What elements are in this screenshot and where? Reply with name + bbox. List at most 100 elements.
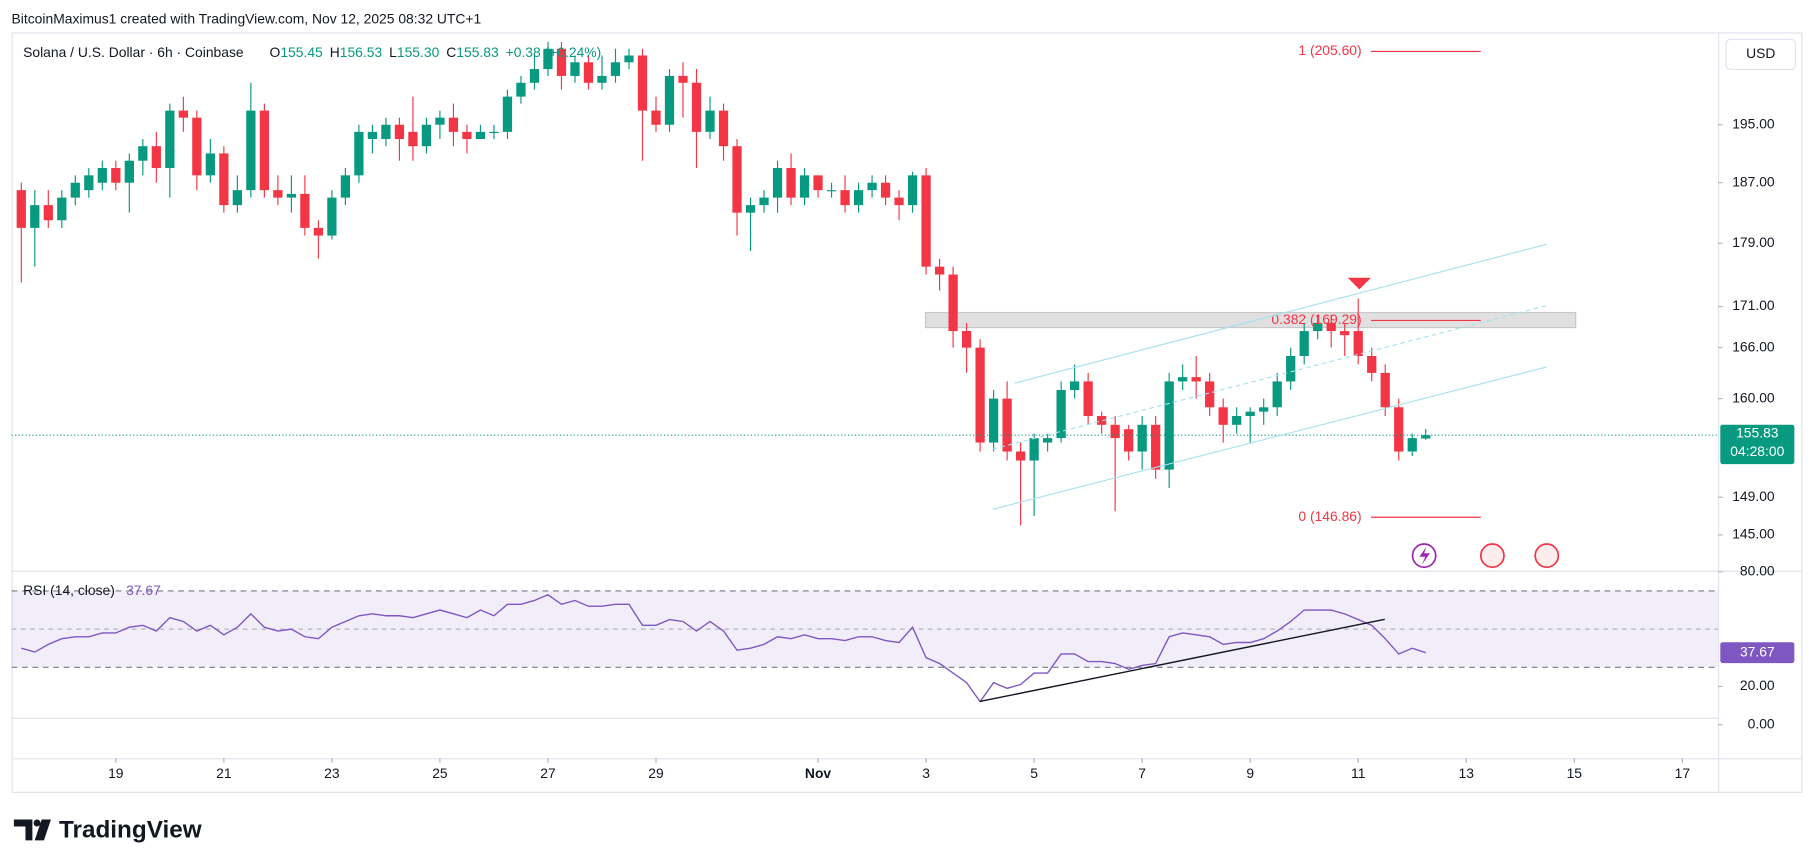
y-tick-label: 80.00 [1740,562,1775,578]
fib-label: 1 (205.60) [1298,42,1361,58]
candle-body [300,193,310,228]
rsi-title: RSI (14, close) [23,582,115,598]
candle-body [529,69,540,83]
candle-body [246,110,256,191]
candle-body [637,55,648,111]
resistance-zone [924,311,1577,329]
candle-body [583,62,594,83]
candle-body [975,347,985,443]
candle-body [313,227,324,236]
candle-body [894,197,904,206]
candle-body [1326,322,1336,332]
candle-body [813,175,823,191]
event-icon[interactable] [1479,543,1505,569]
candle-body [1218,407,1228,425]
x-tick-label: 11 [1351,765,1366,781]
candle-body [799,175,810,198]
x-tick-label: 5 [1030,765,1038,781]
candle-body [43,205,53,221]
candle-body [1313,322,1323,332]
candle-body [1164,381,1174,470]
candle-body [84,175,94,191]
attribution: BitcoinMaximus1 created with TradingView… [12,10,482,26]
x-tick-label: 27 [540,765,556,781]
candle-body [178,110,188,118]
candle-body [1367,356,1377,373]
fib-label: 0 (146.86) [1298,508,1361,524]
candle-body [502,96,513,132]
fib-label: 0.382 (169.29) [1271,311,1361,327]
candle-body [421,124,432,147]
candle-body [1205,381,1215,408]
y-tick-label: 145.00 [1732,526,1775,542]
x-tick-label: 29 [648,765,664,781]
x-tick-label: 19 [108,765,124,781]
x-tick-label: 15 [1567,765,1583,781]
y-tick-label: 187.00 [1732,173,1775,189]
legend-change: +0.38 (+0.24%) [506,44,602,60]
candle-body [475,131,486,140]
candle-body [138,146,148,161]
candle-body [367,131,378,140]
candle-body [435,117,445,125]
x-tick-label: 21 [216,765,232,781]
candle-body [1097,416,1107,425]
marks: 195.00 187.00 179.00 171.00 166.00 160.00 149.… [11,42,1775,781]
x-tick-label: 9 [1246,765,1254,781]
candle-body [354,131,364,176]
candle-body [867,182,877,191]
legend-key: C [446,44,456,60]
sell-marker [1347,277,1371,290]
candle-body [988,398,999,443]
candle-body [151,146,161,169]
candle-body [772,168,783,198]
logo-mark [33,819,41,827]
candle-body [556,48,567,76]
candle-body [286,193,297,198]
candle-body [1353,331,1363,357]
candle-body [1029,438,1039,461]
candle-body [1259,407,1269,412]
candle-body [1124,429,1134,452]
y-tick-label: 0.00 [1748,715,1775,731]
candle-body [57,197,67,221]
channel-lower [992,366,1547,510]
candle-body [786,168,796,198]
currency[interactable]: USD [1746,45,1775,61]
last-price-box [1720,424,1795,465]
candle-body [394,124,405,140]
rsi-trendline [979,618,1385,703]
rsi-value-label: 37.67 [1740,643,1775,659]
brand: TradingView [59,817,202,844]
candle-body [462,131,472,140]
candle-body [1083,381,1093,417]
event-icon-glyph [1419,546,1430,565]
candle-body [16,190,26,228]
candle-body [1272,381,1282,408]
candle-body [205,153,215,176]
legend-value: 155.83 [456,44,499,60]
candle-body [705,110,715,132]
currency-button[interactable] [1725,38,1797,71]
candle-body [448,117,459,132]
y-tick-label: 195.00 [1732,115,1775,131]
event-icon[interactable] [1534,543,1560,569]
rsi-line [21,593,1426,703]
candle-body [1110,424,1120,439]
candle-body [192,117,202,176]
candle-body [597,75,607,83]
y-tick-label: 179.00 [1732,234,1775,250]
logo-mark [13,819,33,841]
candle-body [907,175,918,206]
x-tick-label: Nov [805,765,831,781]
candle-body [165,110,175,169]
channel-middle [992,305,1547,450]
candle-body [718,110,729,147]
candle-body [1407,438,1417,452]
candle-body [570,62,580,76]
y-tick-label: 20.00 [1740,677,1775,693]
x-tick-label: 23 [324,765,340,781]
candle-body [70,182,80,198]
